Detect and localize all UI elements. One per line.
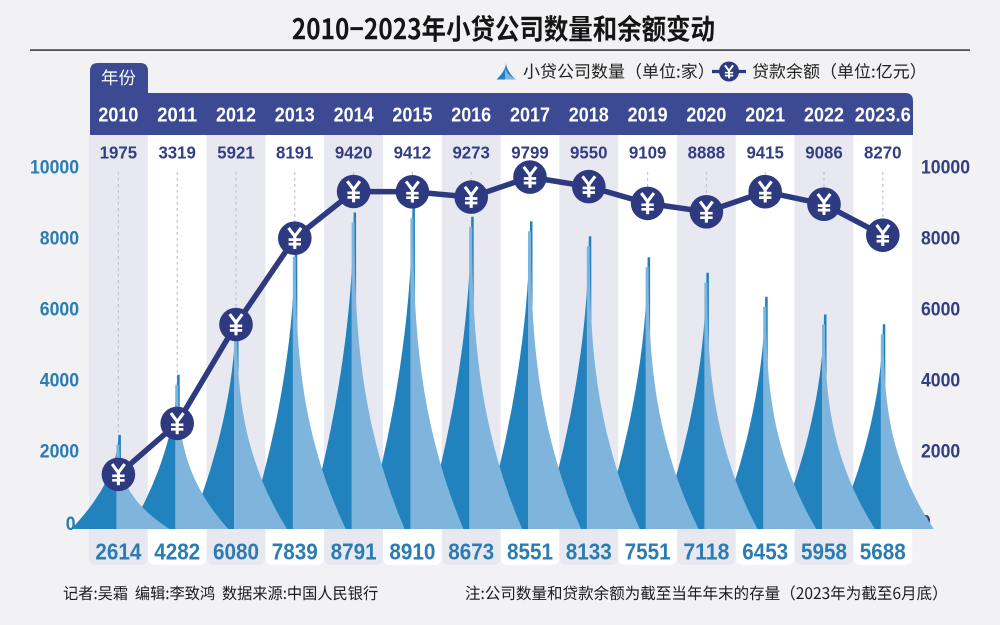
svg-text:2017: 2017 <box>510 104 550 127</box>
svg-text:8133: 8133 <box>566 539 612 565</box>
svg-text:8270: 8270 <box>864 143 902 163</box>
svg-text:2011: 2011 <box>157 104 197 127</box>
svg-text:2000: 2000 <box>40 442 79 463</box>
svg-text:7551: 7551 <box>625 539 671 565</box>
svg-text:2013: 2013 <box>275 104 315 127</box>
svg-text:4000: 4000 <box>40 371 79 392</box>
svg-text:6000: 6000 <box>921 300 960 321</box>
svg-text:9799: 9799 <box>511 143 549 163</box>
svg-text:7839: 7839 <box>272 539 318 565</box>
svg-text:10000: 10000 <box>30 158 79 179</box>
svg-text:8673: 8673 <box>448 539 494 565</box>
svg-text:6000: 6000 <box>40 300 79 321</box>
svg-text:9420: 9420 <box>335 143 373 163</box>
svg-text:1975: 1975 <box>100 143 138 163</box>
svg-text:2023.6: 2023.6 <box>855 104 911 127</box>
svg-text:8791: 8791 <box>331 539 377 565</box>
svg-text:2000: 2000 <box>921 442 960 463</box>
svg-text:8910: 8910 <box>389 539 435 565</box>
svg-text:9415: 9415 <box>746 143 784 163</box>
svg-text:8000: 8000 <box>921 229 960 250</box>
svg-text:2010: 2010 <box>98 104 138 127</box>
svg-text:8191: 8191 <box>276 143 314 163</box>
svg-text:5958: 5958 <box>801 539 847 565</box>
svg-text:9412: 9412 <box>394 143 432 163</box>
svg-text:10000: 10000 <box>921 158 970 179</box>
svg-text:8888: 8888 <box>688 143 726 163</box>
svg-text:5688: 5688 <box>860 539 906 565</box>
svg-text:2014: 2014 <box>334 104 375 127</box>
svg-text:8000: 8000 <box>40 229 79 250</box>
svg-text:2019: 2019 <box>628 104 668 127</box>
svg-text:8551: 8551 <box>507 539 553 565</box>
svg-text:9086: 9086 <box>805 143 843 163</box>
svg-text:2021: 2021 <box>745 104 785 127</box>
svg-text:5921: 5921 <box>217 143 255 163</box>
svg-text:2012: 2012 <box>216 104 256 127</box>
svg-text:0: 0 <box>66 514 76 535</box>
svg-text:3319: 3319 <box>158 143 196 163</box>
svg-text:4282: 4282 <box>154 539 200 565</box>
svg-text:2022: 2022 <box>804 104 844 127</box>
svg-text:2614: 2614 <box>95 539 141 565</box>
svg-text:6453: 6453 <box>742 539 788 565</box>
svg-text:7118: 7118 <box>683 539 729 565</box>
svg-text:9109: 9109 <box>629 143 667 163</box>
svg-text:6080: 6080 <box>213 539 259 565</box>
svg-text:2016: 2016 <box>451 104 491 127</box>
svg-text:9273: 9273 <box>452 143 490 163</box>
svg-text:2015: 2015 <box>392 104 432 127</box>
svg-text:2020: 2020 <box>686 104 726 127</box>
svg-text:2018: 2018 <box>569 104 609 127</box>
svg-text:4000: 4000 <box>921 371 960 392</box>
svg-text:9550: 9550 <box>570 143 608 163</box>
